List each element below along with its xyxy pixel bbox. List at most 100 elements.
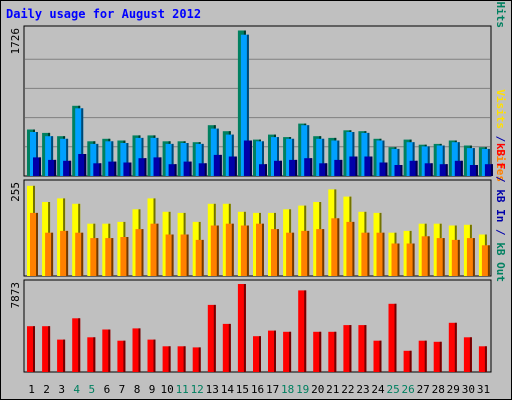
bar — [30, 212, 38, 276]
bar — [207, 304, 216, 372]
legend-entry: / — [494, 169, 507, 189]
bar — [436, 145, 445, 176]
bar-shadow — [243, 284, 246, 372]
bar-shadow — [442, 238, 445, 276]
bar-shadow — [349, 325, 352, 372]
panel-pages-files-hits: 1726 Pages / Files / Hits — [9, 0, 507, 177]
bar — [225, 134, 234, 176]
bar-shadow — [189, 161, 192, 176]
bar-shadow — [364, 325, 367, 372]
bar — [403, 350, 412, 372]
bar — [165, 234, 174, 276]
chart-title: Daily usage for August 2012 — [6, 7, 201, 21]
bar-shadow — [129, 162, 132, 176]
bar-shadow — [186, 143, 189, 176]
bar-shadow — [292, 138, 295, 176]
bar-shadow — [274, 330, 276, 372]
bar — [225, 223, 234, 276]
bar-shadow — [424, 340, 427, 372]
bar — [364, 156, 373, 176]
bar-shadow — [439, 341, 442, 372]
bar — [57, 339, 66, 372]
series-pages — [33, 140, 493, 176]
bar-shadow — [111, 141, 114, 176]
bar — [138, 158, 147, 176]
bar — [283, 331, 292, 372]
bar — [466, 148, 475, 176]
bar-shadow — [51, 232, 54, 276]
bar-shadow — [36, 132, 38, 176]
bar — [150, 137, 159, 176]
bar — [304, 158, 313, 176]
bar-shadow — [337, 218, 340, 276]
bar — [183, 161, 192, 176]
bar-shadow — [259, 336, 261, 372]
bar-shadow — [93, 337, 96, 372]
bar — [78, 154, 87, 176]
legend-entry: / — [494, 0, 507, 2]
bar-shadow — [319, 331, 322, 372]
bar-shadow — [397, 148, 400, 176]
chart-panels: 1726 Pages / Files / Hits 255 Visits / Site… — [9, 0, 507, 373]
bar — [274, 160, 282, 176]
bar — [379, 162, 388, 176]
bar — [463, 337, 472, 372]
bar — [135, 229, 144, 276]
bar-shadow — [36, 212, 38, 276]
bar — [391, 148, 400, 176]
bar — [469, 165, 478, 176]
bar — [334, 159, 343, 176]
bar-shadow — [265, 164, 267, 176]
bar-shadow — [472, 238, 475, 276]
bar-shadow — [231, 223, 234, 276]
bar — [63, 160, 72, 176]
bar — [409, 160, 418, 176]
bar — [195, 239, 204, 276]
bar-shadow — [174, 164, 177, 176]
bar-shadow — [442, 145, 445, 176]
bar-shadow — [201, 239, 204, 276]
bar-shadow — [48, 326, 51, 372]
bar — [177, 346, 186, 372]
x-tick-label: 10 — [160, 383, 173, 396]
bar — [331, 218, 340, 276]
bar-shadow — [156, 137, 159, 176]
legend-entry: kB In — [494, 189, 507, 222]
bar-shadow — [304, 290, 307, 372]
bar-shadow — [487, 148, 490, 176]
x-tick-label: 20 — [311, 383, 324, 396]
bar-shadow — [144, 158, 147, 176]
legend-entry: Visits — [494, 89, 507, 129]
bar — [168, 164, 177, 176]
y-max-label: 7873 — [9, 282, 22, 309]
bar — [376, 140, 385, 176]
bar — [319, 163, 328, 176]
bar — [271, 137, 279, 176]
bar-shadow — [216, 128, 219, 176]
bar-shadow — [334, 331, 337, 372]
bar-shadow — [141, 229, 144, 276]
bar — [328, 331, 337, 372]
bar — [358, 325, 367, 372]
x-tick-label: 7 — [119, 383, 126, 396]
bar-shadow — [352, 132, 355, 176]
bar-shadow — [63, 339, 66, 372]
bar — [150, 223, 159, 276]
bar-shadow — [472, 148, 475, 176]
bar-shadow — [295, 159, 298, 176]
bar — [271, 229, 279, 276]
y-max-label: 1726 — [9, 28, 22, 55]
bar — [259, 164, 267, 176]
bar-shadow — [415, 160, 418, 176]
bar — [60, 138, 69, 176]
bar-shadow — [409, 350, 412, 372]
x-tick-label: 23 — [356, 383, 369, 396]
bar — [240, 34, 249, 177]
legend-entry: kB F — [494, 143, 507, 170]
bar-shadow — [430, 163, 433, 176]
bar — [433, 341, 442, 372]
bar-shadow — [234, 156, 237, 176]
x-tick-label: 2 — [43, 383, 50, 396]
x-tick-label: 5 — [88, 383, 95, 396]
bar-shadow — [126, 143, 129, 176]
